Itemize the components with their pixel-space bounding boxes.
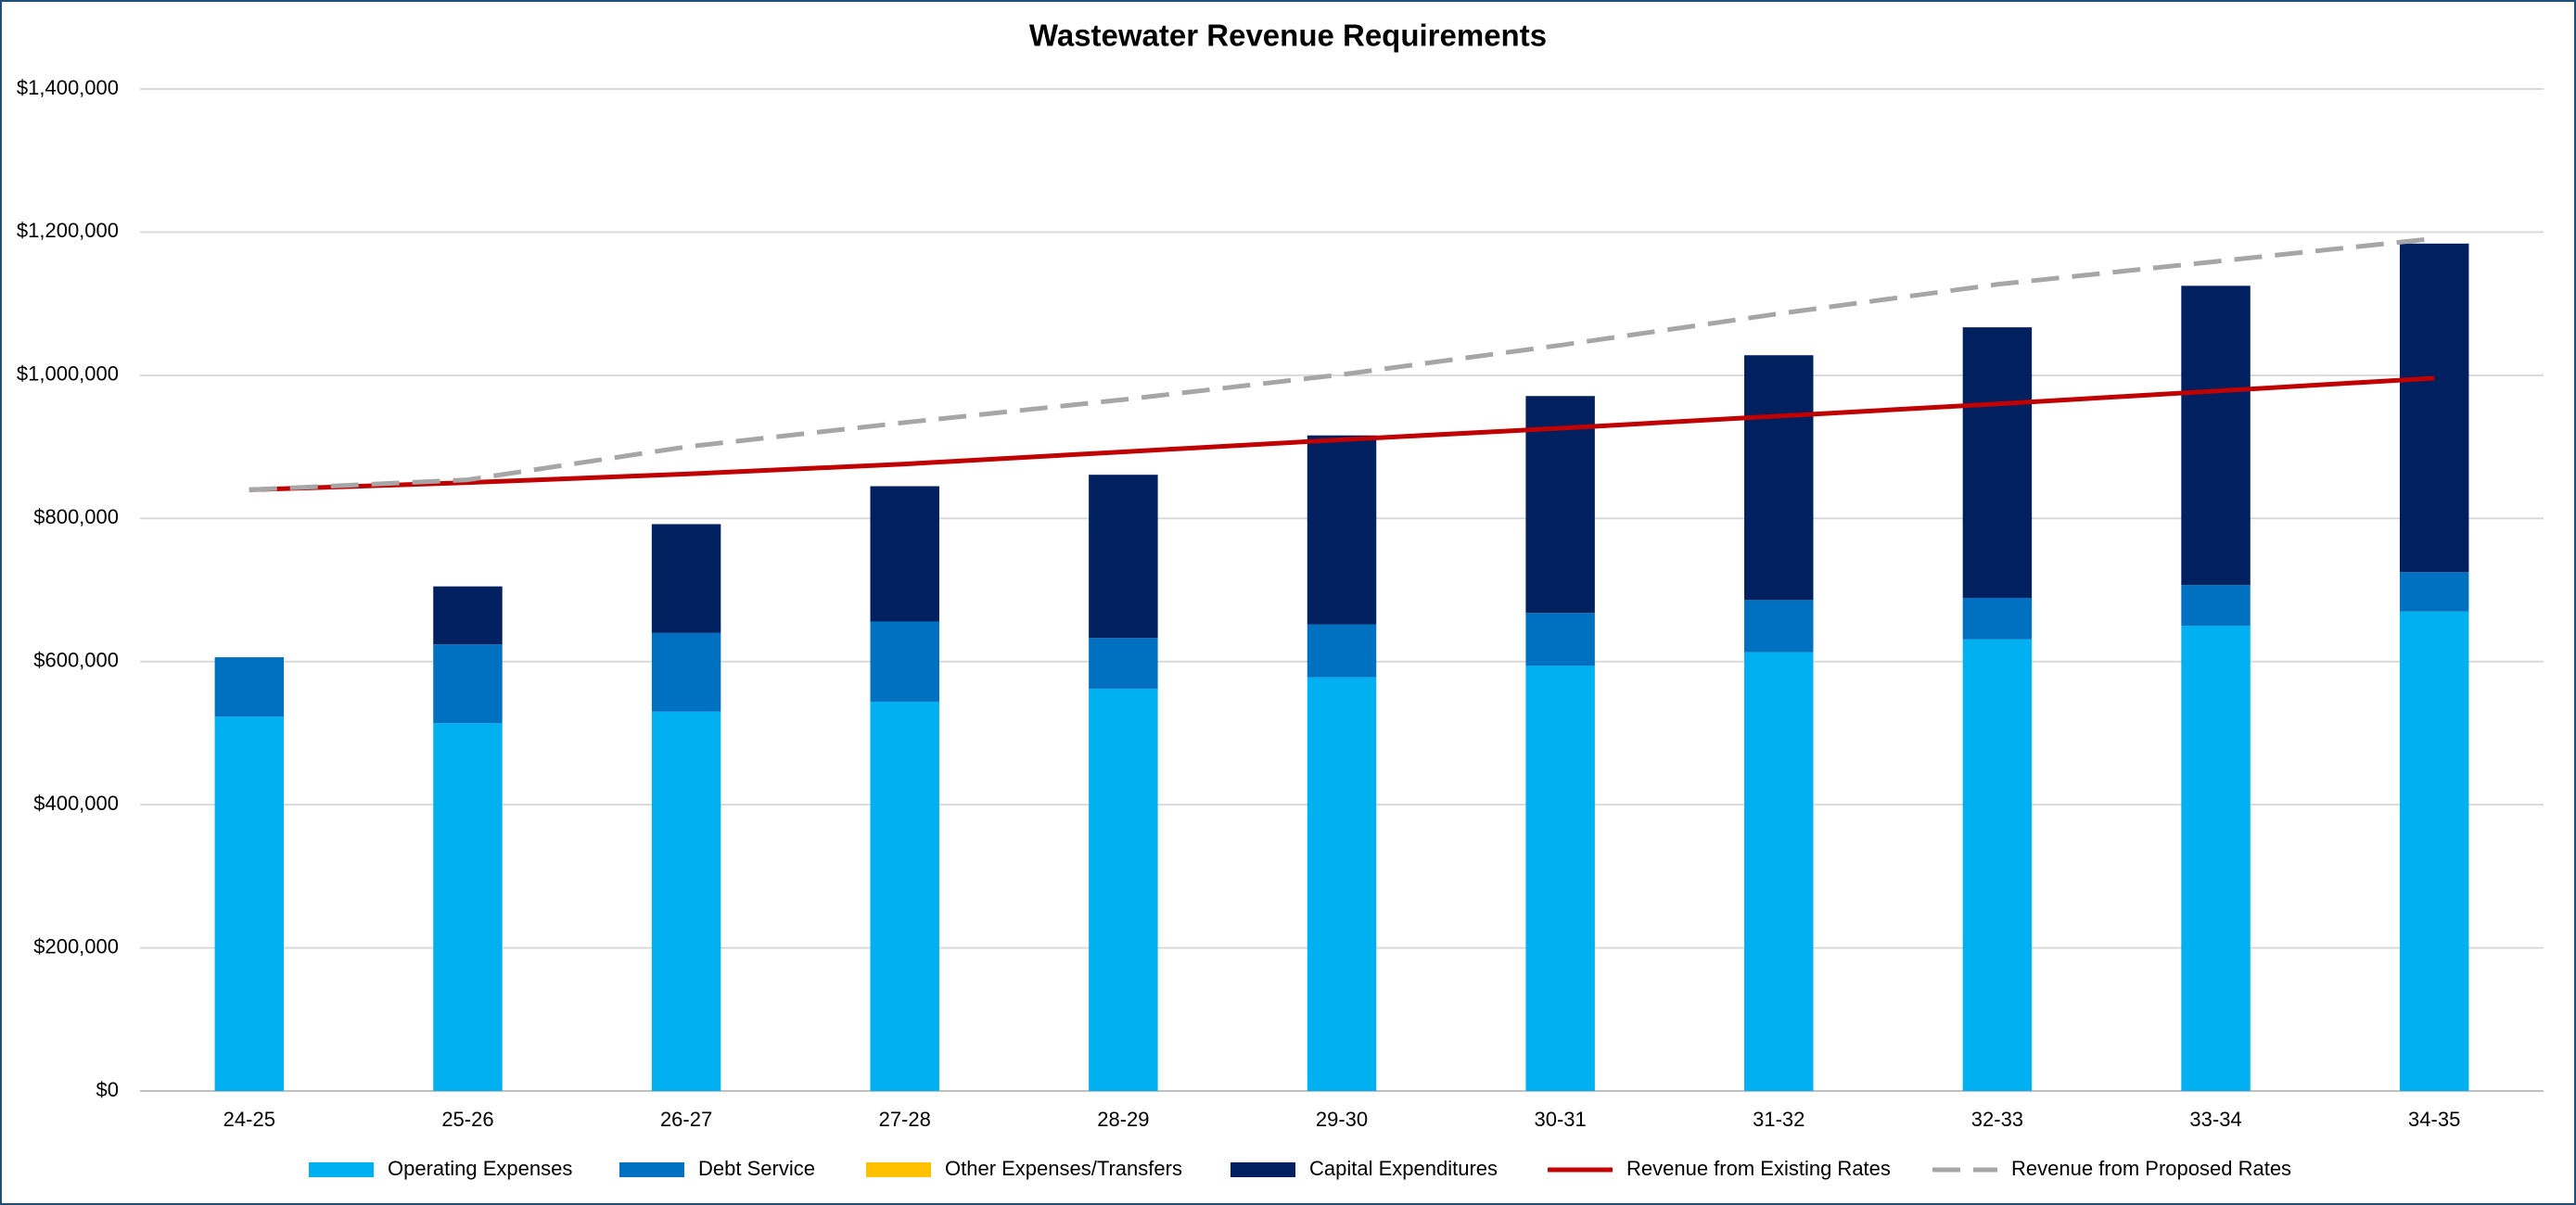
y-tick-label: $1,000,000 <box>17 362 119 386</box>
bar-segment <box>1307 624 1377 678</box>
bar-segment <box>870 701 939 1091</box>
x-tick-label: 34-35 <box>2408 1108 2460 1131</box>
bar-segment <box>1962 327 2033 598</box>
bar-segment <box>1089 638 1158 690</box>
bar-segment <box>433 644 503 724</box>
y-tick-label: $1,400,000 <box>17 76 119 99</box>
legend-label: Revenue from Proposed Rates <box>2011 1157 2291 1180</box>
legend-swatch <box>1231 1162 1295 1177</box>
bar-segment <box>2399 611 2469 1091</box>
bar-segment <box>1962 639 2033 1091</box>
bar-segment <box>651 632 721 712</box>
bar-segment <box>1744 600 1814 653</box>
bar-segment <box>2181 585 2251 627</box>
x-tick-label: 25-26 <box>441 1108 493 1131</box>
x-tick-label: 31-32 <box>1753 1108 1804 1131</box>
bar-segment <box>1525 666 1595 1091</box>
bar-segment <box>870 621 939 702</box>
bar-segment <box>1089 689 1158 1091</box>
legend-label: Revenue from Existing Rates <box>1626 1157 1891 1180</box>
legend-swatch <box>309 1162 374 1177</box>
legend-swatch <box>619 1162 684 1177</box>
y-tick-label: $1,200,000 <box>17 219 119 242</box>
legend-label: Debt Service <box>698 1157 815 1180</box>
bar-segment <box>1089 475 1158 639</box>
y-tick-label: $0 <box>96 1078 119 1101</box>
legend-label: Other Expenses/Transfers <box>945 1157 1182 1180</box>
bar-segment <box>870 486 939 622</box>
bar-segment <box>433 723 503 1091</box>
x-tick-label: 28-29 <box>1097 1108 1149 1131</box>
chart-title: Wastewater Revenue Requirements <box>1029 19 1547 53</box>
legend-label: Capital Expenditures <box>1309 1157 1498 1180</box>
bar-segment <box>651 524 721 633</box>
x-tick-label: 30-31 <box>1534 1108 1586 1131</box>
bar-segment <box>1744 652 1814 1091</box>
bar-segment <box>2181 626 2251 1091</box>
x-tick-label: 27-28 <box>879 1108 931 1131</box>
bar-segment <box>2399 572 2469 612</box>
x-tick-label: 24-25 <box>223 1108 275 1131</box>
bar-segment <box>1307 435 1377 625</box>
bar-segment <box>214 657 285 717</box>
y-tick-label: $200,000 <box>33 934 119 958</box>
bar-segment <box>1525 396 1595 614</box>
bar-segment <box>1525 613 1595 666</box>
bar-segment <box>1744 355 1814 601</box>
legend-label: Operating Expenses <box>388 1157 572 1180</box>
bar-segment <box>2399 243 2469 573</box>
bar-segment <box>433 586 503 645</box>
bar-segment <box>2181 285 2251 586</box>
y-tick-label: $800,000 <box>33 505 119 528</box>
y-tick-label: $600,000 <box>33 649 119 672</box>
x-tick-label: 26-27 <box>660 1108 712 1131</box>
bar-segment <box>214 717 285 1091</box>
bar-segment <box>651 711 721 1091</box>
legend-swatch <box>866 1162 931 1177</box>
x-tick-label: 32-33 <box>1971 1108 2023 1131</box>
x-tick-label: 33-34 <box>2189 1108 2241 1131</box>
line-series <box>249 375 2435 492</box>
bar-segment <box>1307 677 1377 1091</box>
bar-segment <box>1962 597 2033 640</box>
x-tick-label: 29-30 <box>1316 1108 1368 1131</box>
y-tick-label: $400,000 <box>33 792 119 815</box>
